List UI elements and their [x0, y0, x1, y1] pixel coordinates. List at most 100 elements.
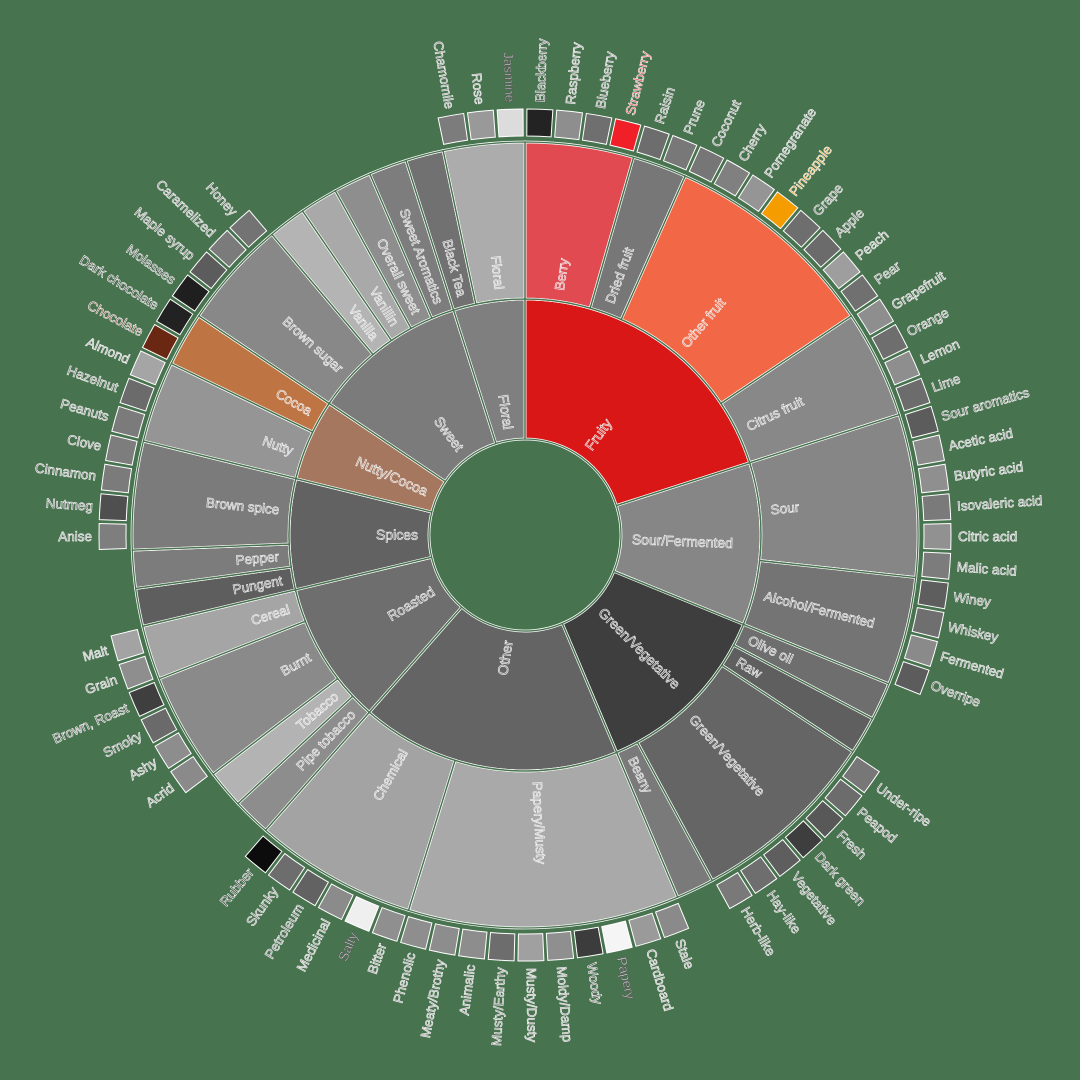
- category-spices-label: Spices: [376, 526, 418, 542]
- flavor-medicinal-label: Medicinal: [294, 916, 333, 974]
- flavor-raspberry-sector[interactable]: [554, 109, 584, 141]
- flavor-jasmine-label: Jasmine: [501, 52, 518, 103]
- flavor-acrid-label: Acrid: [143, 780, 177, 810]
- flavor-papery-sector[interactable]: [601, 920, 633, 954]
- flavor-rubber-sector[interactable]: [244, 835, 283, 874]
- flavor-blueberry-sector[interactable]: [581, 112, 613, 145]
- flavor-coconut-sector[interactable]: [688, 146, 725, 183]
- flavor-malt-label: Malt: [81, 643, 110, 664]
- flavor-acrid-sector[interactable]: [170, 755, 208, 794]
- flavor-lemon-sector[interactable]: [884, 350, 921, 386]
- flavor-smoky-sector[interactable]: [140, 707, 178, 744]
- flavor-maple-syrup-sector[interactable]: [189, 251, 228, 290]
- flavor-almond-sector[interactable]: [129, 350, 166, 386]
- flavor-winey-sector[interactable]: [917, 579, 949, 610]
- flavor-apple-sector[interactable]: [803, 229, 842, 268]
- flavor-sour-aromatics-sector[interactable]: [904, 405, 939, 439]
- flavor-fermented-sector[interactable]: [903, 634, 939, 668]
- flavor-winey-label: Winey: [952, 589, 992, 609]
- flavor-honey-label: Honey: [203, 180, 240, 219]
- flavor-skunky-sector[interactable]: [267, 852, 306, 891]
- flavor-pear-sector[interactable]: [840, 274, 879, 312]
- flavor-meaty-brothy-sector[interactable]: [428, 923, 460, 956]
- flavor-under-ripe-sector[interactable]: [842, 755, 880, 794]
- flavor-butyric-acid-sector[interactable]: [917, 463, 950, 494]
- flavor-musty-earthy-sector[interactable]: [487, 931, 516, 962]
- flavor-jasmine-sector[interactable]: [496, 108, 524, 138]
- flavor-moldy-damp-sector[interactable]: [545, 930, 575, 961]
- flavor-salty-sector[interactable]: [344, 895, 380, 932]
- flavor-herb-like-sector[interactable]: [716, 871, 753, 910]
- flavor-citric-acid-sector[interactable]: [923, 523, 952, 550]
- flavor-phenolic-sector[interactable]: [399, 915, 433, 950]
- flavor-musty-dusty-sector[interactable]: [517, 933, 545, 962]
- flavor-blackberry-sector[interactable]: [526, 108, 554, 138]
- flavor-chocolate-label: Chocolate: [85, 298, 146, 340]
- flavor-isovaleric-acid-sector[interactable]: [921, 493, 952, 522]
- flavor-hay-like-sector[interactable]: [740, 856, 778, 895]
- flavor-medicinal-sector[interactable]: [317, 883, 354, 921]
- flavor-strawberry-label: Strawberry: [623, 50, 653, 117]
- flavor-hay-like-label: Hay-like: [764, 888, 804, 937]
- flavor-anise-sector[interactable]: [98, 523, 127, 550]
- flavor-chocolate-sector[interactable]: [141, 323, 179, 361]
- flavor-woody-sector[interactable]: [573, 926, 604, 959]
- flavor-malic-acid-label: Malic acid: [956, 559, 1017, 578]
- flavor-lime-sector[interactable]: [895, 377, 931, 412]
- flavor-peanuts-sector[interactable]: [111, 405, 146, 439]
- flavor-orange-sector[interactable]: [871, 323, 909, 361]
- flavor-grape-label: Grape: [810, 181, 846, 219]
- flavor-grain-sector[interactable]: [118, 655, 154, 690]
- flavor-grapefruit-sector[interactable]: [856, 298, 895, 336]
- flavor-prune-sector[interactable]: [662, 134, 698, 171]
- flavor-isovaleric-acid-label: Isovaleric acid: [957, 493, 1043, 514]
- flavor-strawberry-sector[interactable]: [609, 118, 642, 152]
- flavor-whiskey-sector[interactable]: [911, 607, 945, 639]
- flavor-cinnamon-sector[interactable]: [100, 463, 133, 494]
- flavor-overripe-label: Overripe: [929, 678, 983, 710]
- flavor-brown-roast-sector[interactable]: [128, 681, 165, 718]
- flavor-stale-sector[interactable]: [654, 902, 690, 939]
- flavor-nutmeg-sector[interactable]: [98, 493, 129, 522]
- flavor-caramelized-sector[interactable]: [208, 229, 247, 268]
- flavor-cardboard-sector[interactable]: [628, 912, 662, 947]
- flavor-vegetative-sector[interactable]: [762, 838, 801, 878]
- flavor-citric-acid-label: Citric acid: [958, 529, 1017, 544]
- flavor-lime-label: Lime: [930, 371, 963, 395]
- flavor-pear-label: Pear: [871, 258, 903, 287]
- flavor-hazelnut-sector[interactable]: [119, 377, 155, 412]
- flavor-grape-sector[interactable]: [782, 209, 821, 248]
- sector-borders-layer: [131, 141, 919, 929]
- flavor-raisin-sector[interactable]: [636, 125, 670, 161]
- flavor-peanuts-label: Peanuts: [59, 396, 111, 424]
- flavor-acetic-acid-sector[interactable]: [912, 434, 945, 466]
- flavor-apple-label: Apple: [832, 205, 867, 240]
- flavor-clove-sector[interactable]: [105, 434, 138, 466]
- flavor-animalic-sector[interactable]: [458, 928, 488, 960]
- flavor-molasses-sector[interactable]: [171, 274, 210, 312]
- flavor-bitter-sector[interactable]: [371, 906, 406, 942]
- flavor-cinnamon-label: Cinnamon: [34, 460, 97, 483]
- subcategory-floral-border: [442, 141, 526, 305]
- flavor-rose-sector[interactable]: [466, 109, 496, 141]
- flavor-cherry-sector[interactable]: [713, 159, 751, 197]
- flavor-petroleum-sector[interactable]: [292, 868, 330, 907]
- flavor-malt-sector[interactable]: [110, 628, 145, 662]
- flavor-peach-sector[interactable]: [822, 251, 861, 290]
- flavor-dark-chocolate-sector[interactable]: [155, 298, 194, 336]
- flavor-ashy-sector[interactable]: [154, 732, 192, 770]
- flavor-peapod-sector[interactable]: [824, 778, 863, 817]
- flavor-fresh-sector[interactable]: [805, 799, 844, 839]
- flavor-chamomile-label: Chamomile: [430, 40, 457, 110]
- flavor-pineapple-sector[interactable]: [760, 191, 799, 230]
- flavor-chamomile-sector[interactable]: [437, 112, 469, 145]
- flavor-pomegranate-sector[interactable]: [737, 174, 776, 213]
- flavor-honey-sector[interactable]: [229, 209, 268, 248]
- flavor-overripe-sector[interactable]: [894, 660, 930, 696]
- flavor-hazelnut-label: Hazelnut: [65, 363, 120, 395]
- flavor-malic-acid-sector[interactable]: [921, 551, 952, 580]
- flavor-cardboard-label: Cardboard: [643, 947, 676, 1012]
- flavor-dark-green-sector[interactable]: [784, 820, 823, 859]
- subcategory-sour-label: Sour: [770, 500, 800, 518]
